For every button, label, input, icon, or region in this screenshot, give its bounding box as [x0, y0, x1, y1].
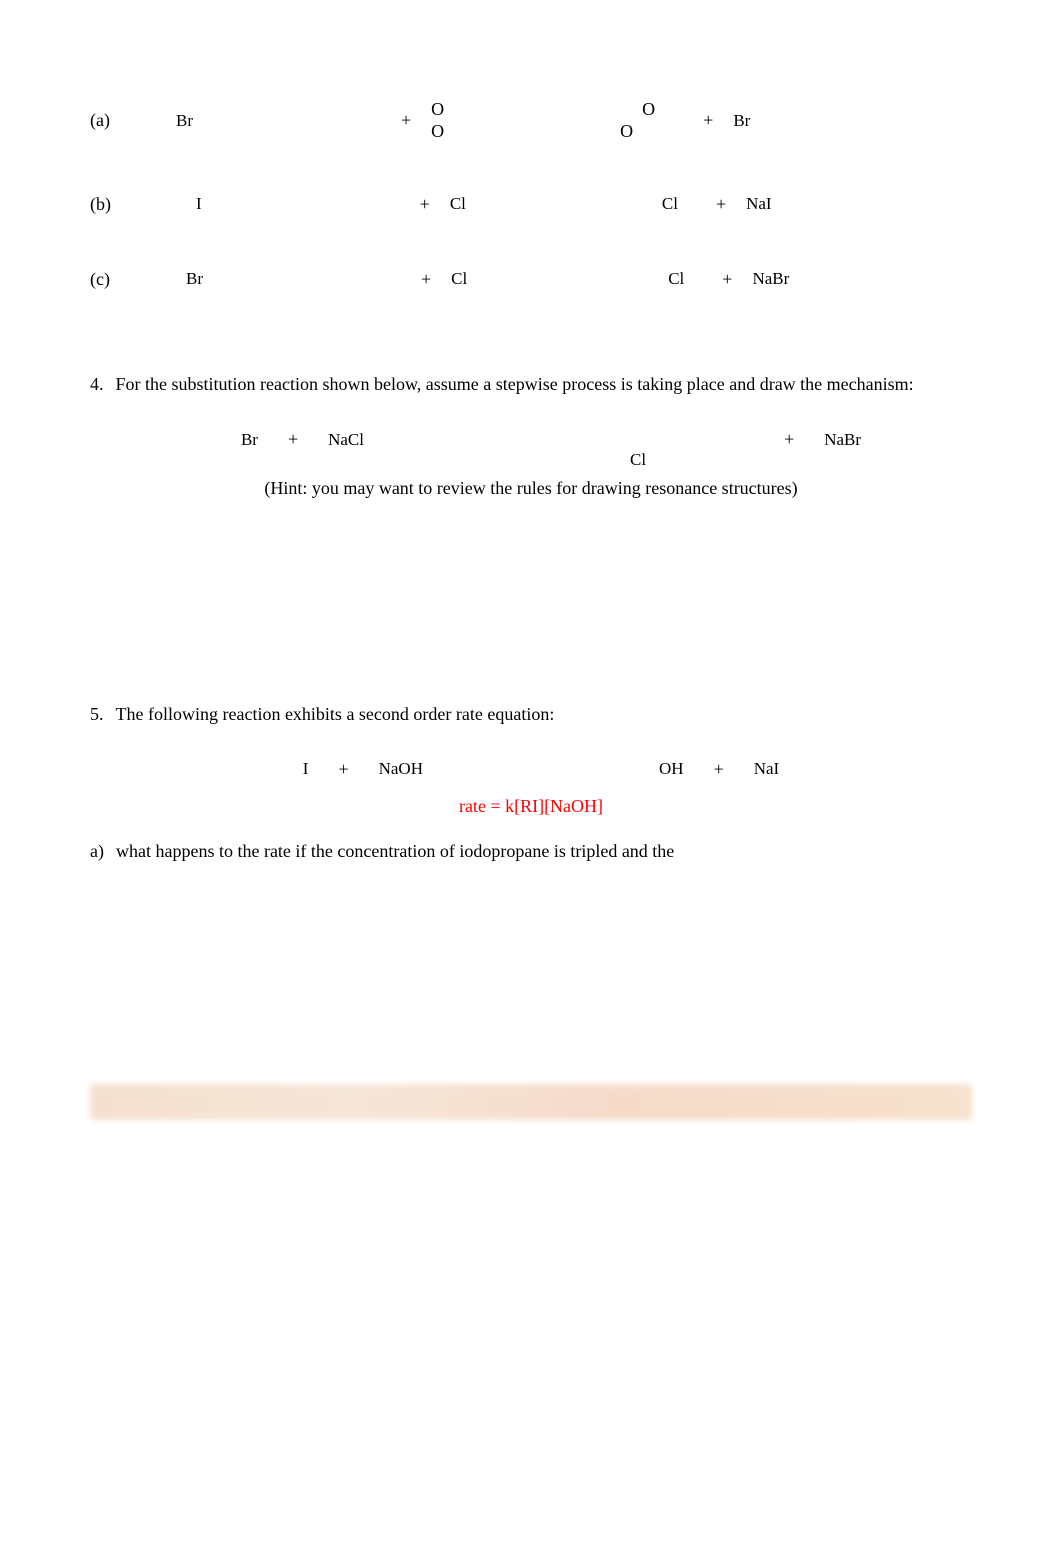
reaction-b-substrate: I [196, 192, 202, 216]
blurred-text-strip [90, 1084, 972, 1120]
q5-substrate: I [303, 757, 309, 781]
question-5-text: The following reaction exhibits a second… [116, 702, 973, 727]
reaction-a-label: (a) [90, 108, 130, 133]
plus-sign: + [784, 427, 794, 452]
oxygen-label: O [642, 100, 655, 120]
reaction-b: (b) I + Cl Cl + NaI [90, 192, 972, 217]
oxygen-label: O [431, 100, 444, 120]
reaction-a-byproduct: Br [733, 109, 750, 133]
reaction-b-byproduct: NaI [746, 192, 771, 216]
plus-sign: + [703, 108, 713, 133]
q4-byproduct: NaBr [824, 428, 861, 452]
plus-sign: + [716, 192, 726, 217]
plus-sign: + [401, 108, 411, 133]
plus-sign: + [288, 427, 298, 452]
reaction-c-label: (c) [90, 267, 130, 292]
question-4-number: 4. [90, 372, 104, 397]
question-4-reaction: Br + NaCl Cl + NaBr [130, 427, 972, 452]
rate-equation: rate = k[RI][NaOH] [90, 794, 972, 819]
reaction-b-label: (b) [90, 192, 130, 217]
question-4-text: For the substitution reaction shown belo… [116, 372, 973, 397]
q4-substrate: Br [241, 428, 258, 452]
reaction-c-byproduct: NaBr [752, 267, 789, 291]
q5-reagent: NaOH [379, 757, 423, 781]
question-5a: a) what happens to the rate if the conce… [90, 839, 972, 864]
question-5a-label: a) [90, 839, 104, 864]
question-5: 5. The following reaction exhibits a sec… [90, 702, 972, 727]
oxygen-label: O [620, 122, 633, 142]
question-5-number: 5. [90, 702, 104, 727]
q5-byproduct: NaI [754, 757, 779, 781]
reaction-c-substrate: Br [186, 267, 203, 291]
question-5a-text: what happens to the rate if the concentr… [116, 839, 674, 864]
oxygen-label: O [431, 122, 444, 142]
reaction-a-product: O O [620, 100, 655, 142]
reaction-a: (a) Br + O O O O + Br [90, 100, 972, 142]
plus-sign: + [338, 757, 348, 782]
reaction-a-reagent: O O [431, 100, 444, 142]
reaction-c: (c) Br + Cl Cl + NaBr [90, 267, 972, 292]
q4-product: Cl [630, 448, 646, 472]
plus-sign: + [420, 192, 430, 217]
q4-reagent: NaCl [328, 428, 364, 452]
plus-sign: + [722, 267, 732, 292]
reaction-b-reagent: Cl [450, 192, 466, 216]
plus-sign: + [714, 757, 724, 782]
reaction-b-product: Cl [662, 192, 678, 216]
q5-product: OH [659, 757, 684, 781]
reaction-c-reagent: Cl [451, 267, 467, 291]
question-5-reaction: I + NaOH OH + NaI [110, 757, 972, 782]
reaction-c-product: Cl [668, 267, 684, 291]
reaction-a-substrate: Br [176, 109, 193, 133]
question-4: 4. For the substitution reaction shown b… [90, 372, 972, 397]
plus-sign: + [421, 267, 431, 292]
question-4-hint: (Hint: you may want to review the rules … [90, 476, 972, 501]
